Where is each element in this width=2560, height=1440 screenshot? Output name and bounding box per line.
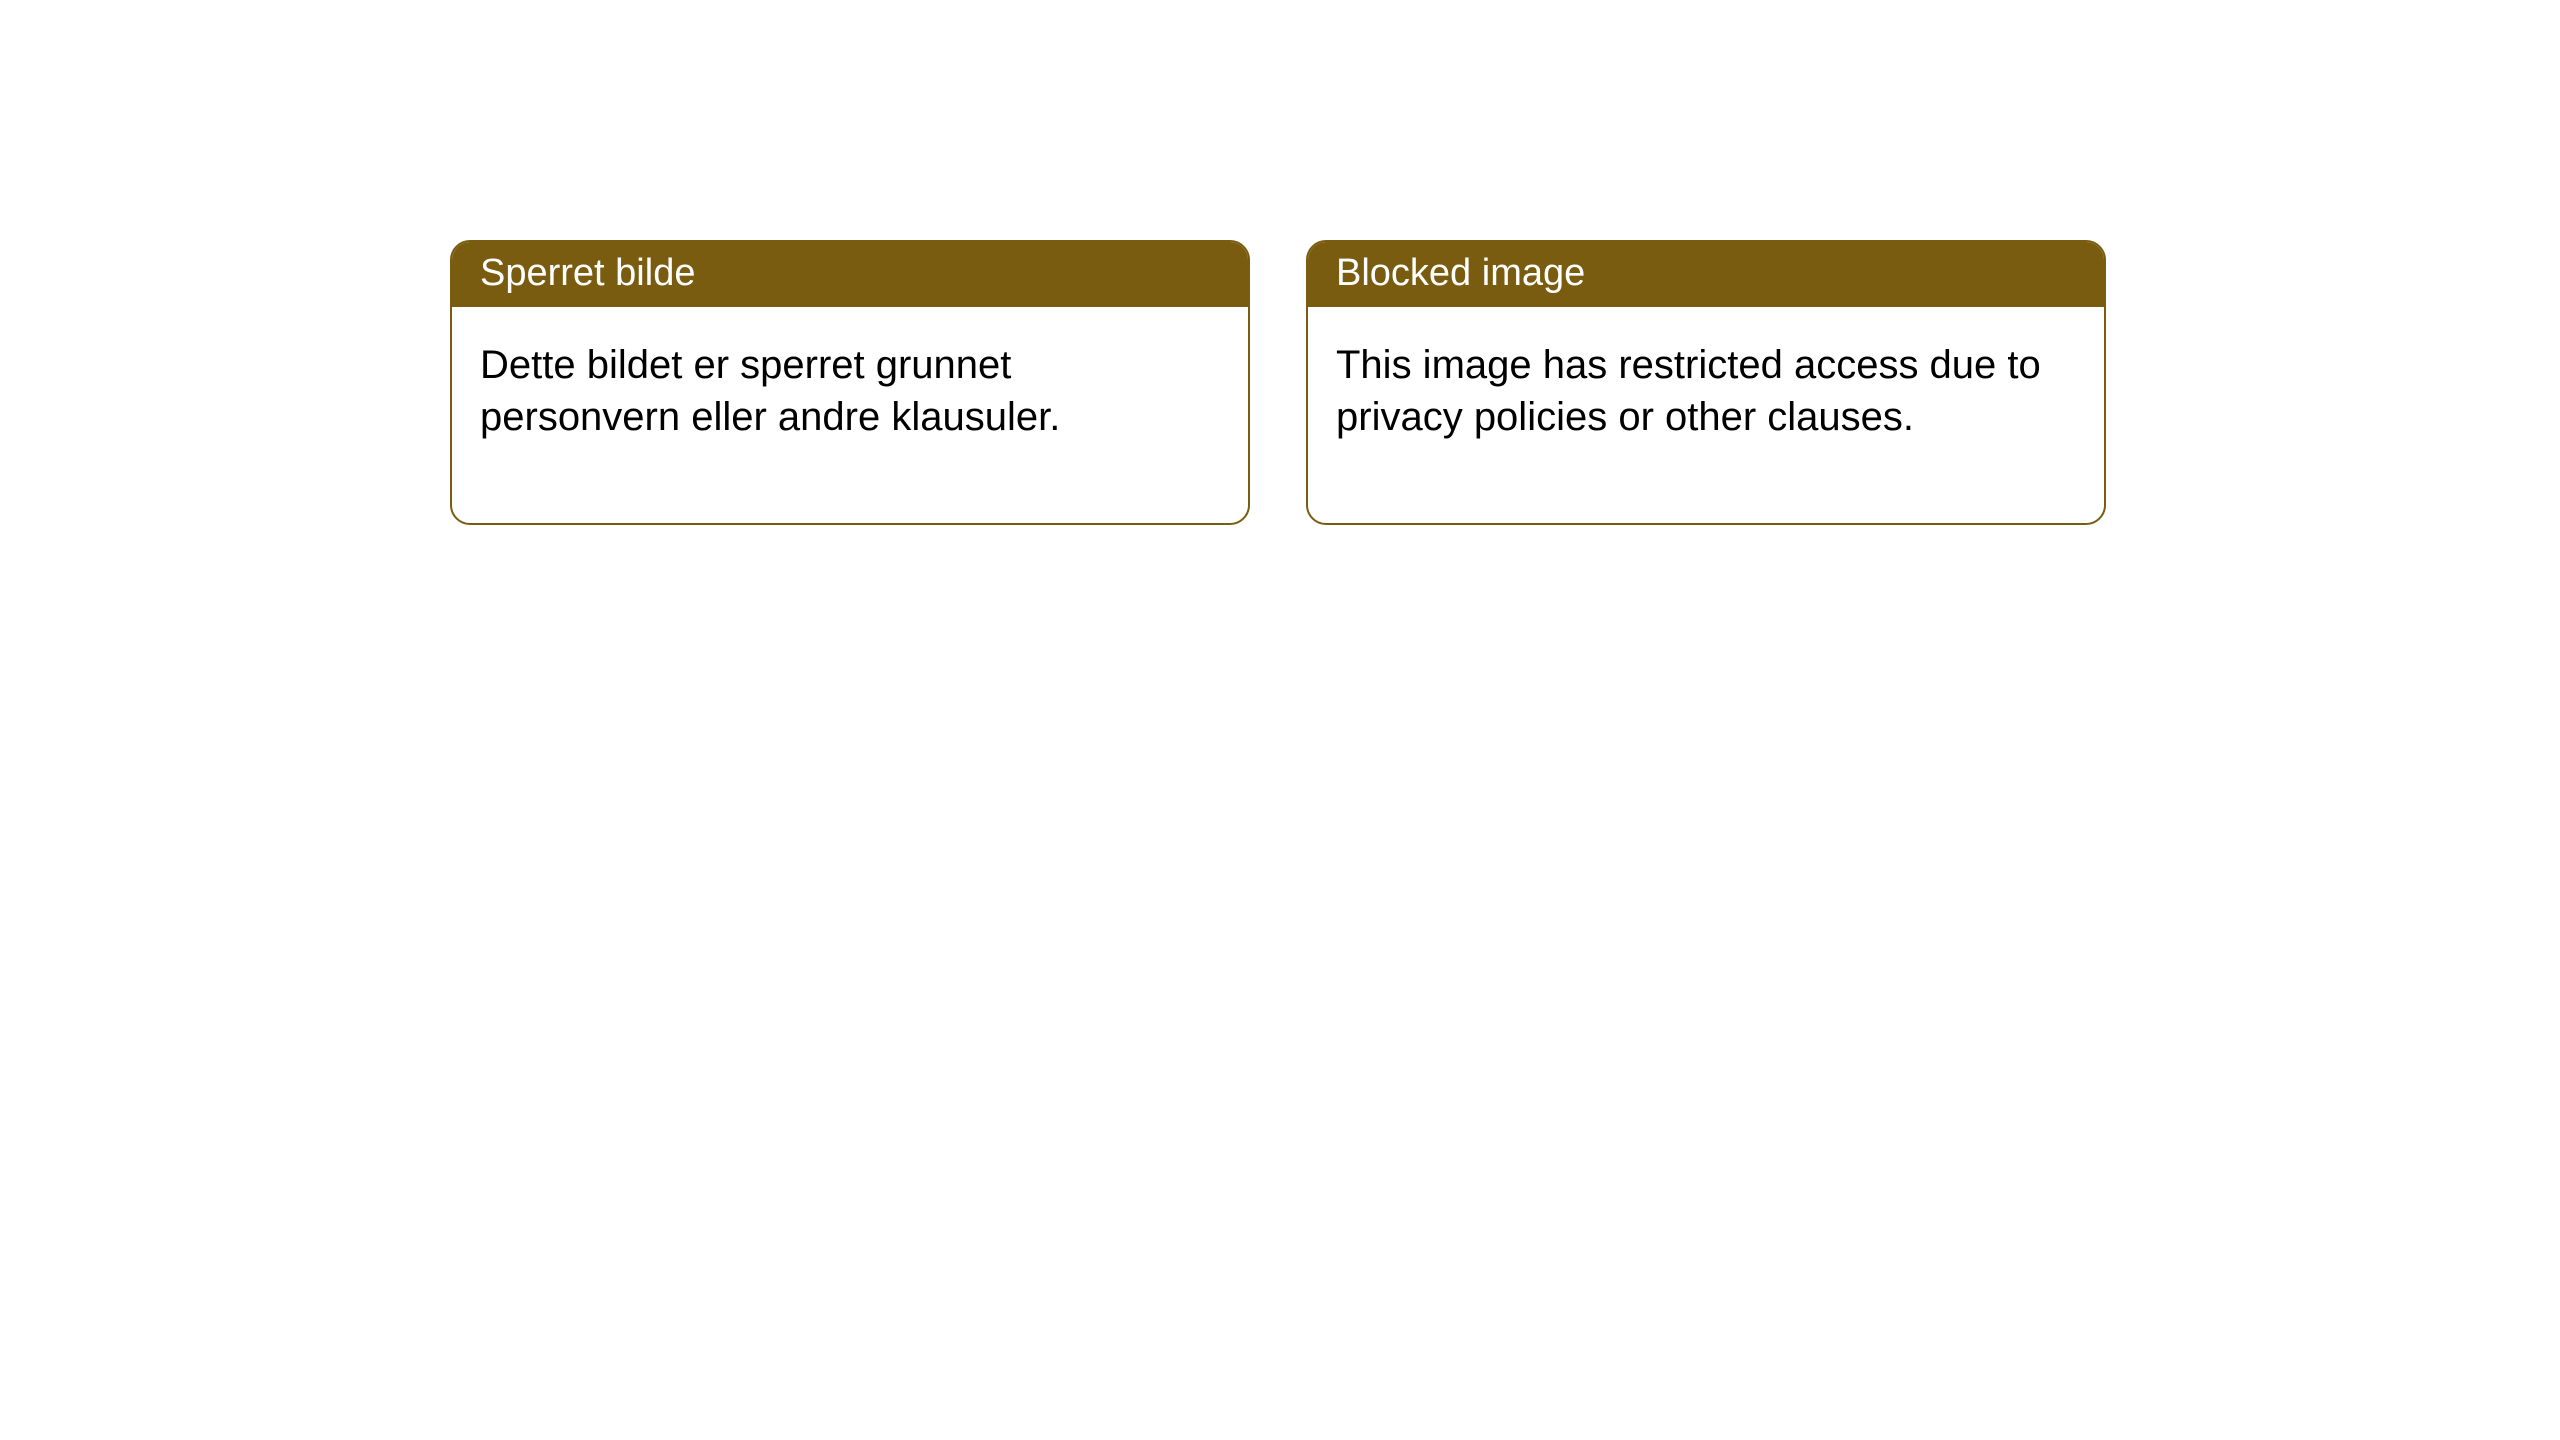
notice-card-english: Blocked image This image has restricted … — [1306, 240, 2106, 525]
notice-text: Dette bildet er sperret grunnet personve… — [480, 343, 1060, 439]
notice-text: This image has restricted access due to … — [1336, 343, 2041, 439]
notice-title: Sperret bilde — [480, 252, 695, 294]
notice-header: Sperret bilde — [452, 242, 1248, 307]
notice-container: Sperret bilde Dette bildet er sperret gr… — [450, 240, 2106, 525]
notice-title: Blocked image — [1336, 252, 1585, 294]
notice-header: Blocked image — [1308, 242, 2104, 307]
notice-body: Dette bildet er sperret grunnet personve… — [452, 307, 1248, 523]
notice-card-norwegian: Sperret bilde Dette bildet er sperret gr… — [450, 240, 1250, 525]
notice-body: This image has restricted access due to … — [1308, 307, 2104, 523]
